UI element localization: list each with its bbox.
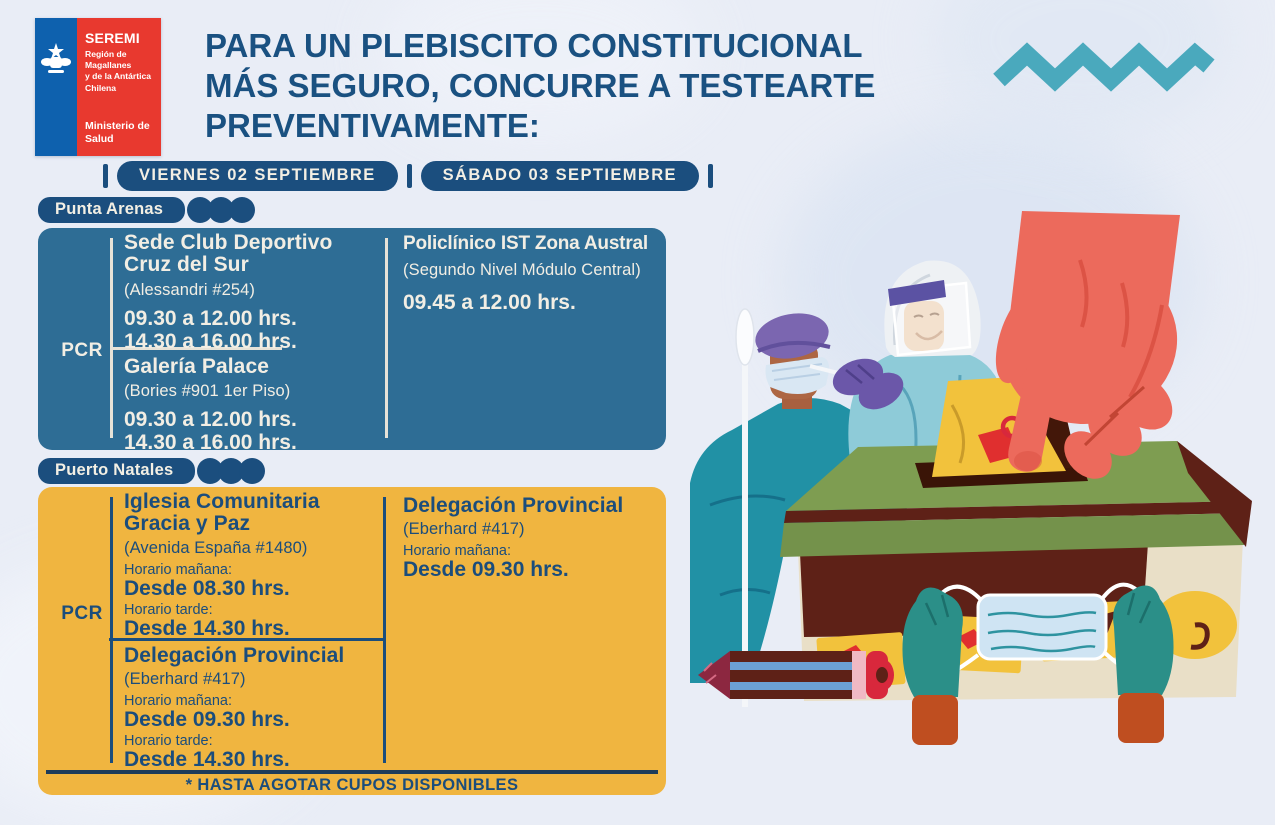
- gloved-hand-left: [902, 587, 963, 745]
- dots-decoration: [197, 458, 266, 484]
- venue-time: Desde 14.30 hrs.: [124, 616, 290, 640]
- test-type-label: PCR: [61, 340, 103, 361]
- venue-block: Delegación Provincial (Eberhard #417) Ho…: [124, 644, 382, 772]
- schedule-label: Horario mañana:: [124, 693, 232, 710]
- chile-coat-of-arms-icon: [41, 43, 71, 73]
- venue-address: (Eberhard #417): [403, 520, 525, 539]
- nasal-swab-icon: [735, 308, 755, 707]
- column-divider: [385, 238, 388, 438]
- column-divider: [383, 497, 386, 763]
- zigzag-ribbon-icon: [993, 42, 1215, 92]
- schedule-label: Horario tarde:: [124, 733, 213, 750]
- city-pill-puerto-natales: Puerto Natales: [38, 458, 196, 484]
- testing-and-voting-illustration: [690, 211, 1252, 745]
- venue-time: Desde 09.30 hrs.: [124, 708, 290, 732]
- date-separator-bar: [103, 164, 108, 188]
- schedule-label: Horario mañana:: [403, 543, 511, 560]
- time-line: 09.30 a 12.00 hrs.: [124, 306, 297, 330]
- venue-time: 09.45 a 12.00 hrs.: [403, 291, 576, 315]
- schedule-label: Horario tarde:: [124, 601, 213, 618]
- venue-name: Iglesia Comunitaria Gracia y Paz: [124, 490, 320, 536]
- venue-address: (Segundo Nivel Módulo Central): [403, 261, 641, 280]
- logo-ministry-line: Ministerio de: [85, 119, 150, 132]
- venue-address: (Eberhard #417): [124, 670, 246, 689]
- time-line: 09.30 a 12.00 hrs.: [124, 408, 297, 432]
- venue-name: Delegación Provincial: [403, 494, 624, 517]
- column-divider: [110, 238, 113, 438]
- date-pill-viernes-02: VIERNES 02 SEPTIEMBRE: [117, 161, 398, 191]
- page-title-line: PARA UN PLEBISCITO CONSTITUCIONAL: [205, 27, 863, 64]
- schedule-label: Horario mañana:: [124, 561, 232, 578]
- logo-ministry-text: Ministerio de Salud: [85, 120, 150, 146]
- venue-time: Desde 08.30 hrs.: [124, 576, 290, 600]
- venue-address: (Bories #901 1er Piso): [124, 382, 291, 401]
- time-line: 14.30 a 16.00 hrs.: [124, 329, 297, 353]
- venue-name: Policlínico IST Zona Austral: [403, 233, 648, 254]
- venue-name: Sede Club Deportivo Cruz del Sur: [124, 231, 333, 277]
- face-shield: [888, 280, 972, 357]
- venue-block: Iglesia Comunitaria Gracia y Paz (Avenid…: [124, 490, 382, 640]
- logo-region-line: y de la Antártica: [85, 71, 152, 82]
- logo-ministry-line: Salud: [85, 132, 114, 145]
- dots-decoration: [187, 197, 256, 223]
- footnote: * HASTA AGOTAR CUPOS DISPONIBLES: [185, 776, 519, 794]
- venue-time: 09.30 a 12.00 hrs. 14.30 a 16.00 hrs.: [124, 408, 382, 454]
- pencil-icon: [698, 651, 894, 699]
- date-separator-bar: [707, 164, 713, 188]
- voting-hand: [995, 211, 1180, 479]
- venue-time: Desde 09.30 hrs.: [403, 558, 569, 582]
- logo-text-block: SEREMI Región de Magallanes y de la Antá…: [77, 18, 161, 156]
- logo-region-line: Chilena: [85, 82, 117, 93]
- city-pill-punta-arenas: Punta Arenas: [38, 197, 186, 223]
- schedule-panel-puerto-natales: PCR Iglesia Comunitaria Gracia y Paz (Av…: [38, 487, 666, 795]
- logo-flag-blue: [35, 18, 77, 156]
- page-title: PARA UN PLEBISCITO CONSTITUCIONAL MÁS SE…: [205, 26, 995, 146]
- index-finger: [1008, 355, 1060, 472]
- venue-name: Delegación Provincial: [124, 644, 345, 667]
- column-divider: [110, 497, 113, 763]
- venue-block: Galería Palace (Bories #901 1er Piso) 09…: [124, 355, 382, 454]
- dot-icon: [239, 458, 266, 484]
- minsal-logo: SEREMI Región de Magallanes y de la Antá…: [35, 18, 161, 156]
- date-pill-sabado-03: SÁBADO 03 SEPTIEMBRE: [420, 161, 699, 191]
- footnote-divider: [46, 770, 658, 774]
- venue-block: Policlínico IST Zona Austral (Segundo Ni…: [403, 233, 665, 315]
- gloved-hands-with-mask: [902, 582, 1174, 745]
- city-header-puerto-natales: Puerto Natales: [38, 458, 266, 484]
- face-mask-icon: [976, 593, 1108, 661]
- page-title-line: PREVENTIVAMENTE:: [205, 106, 540, 144]
- time-line: 14.30 a 16.00 hrs.: [124, 431, 297, 455]
- schedule-panel-punta-arenas: PCR Sede Club Deportivo Cruz del Sur (Al…: [38, 228, 666, 454]
- logo-seremi-label: SEREMI: [85, 30, 140, 46]
- venue-divider: [109, 638, 383, 641]
- logo-region-line: Región de Magallanes: [85, 49, 132, 71]
- venue-address: (Alessandri #254): [124, 280, 256, 299]
- venue-name: Galería Palace: [124, 355, 270, 378]
- venue-time: 09.30 a 12.00 hrs. 14.30 a 16.00 hrs.: [124, 307, 382, 353]
- gloved-hand-right: [1113, 585, 1174, 743]
- city-header-punta-arenas: Punta Arenas: [38, 197, 256, 223]
- venue-divider: [110, 347, 282, 350]
- venue-block: Delegación Provincial (Eberhard #417) Ho…: [403, 494, 665, 582]
- purple-gloves: [832, 358, 904, 410]
- logo-region-text: Región de Magallanes y de la Antártica C…: [85, 49, 157, 94]
- venue-time: Desde 14.30 hrs.: [124, 748, 290, 772]
- page-title-line: MÁS SEGURO, CONCURRE A TESTEARTE: [205, 66, 876, 104]
- hair-cap: [755, 313, 831, 359]
- date-row: VIERNES 02 SEPTIEMBRE SÁBADO 03 SEPTIEMB…: [103, 161, 713, 191]
- dot-icon: [229, 197, 256, 223]
- venue-address: (Avenida España #1480): [124, 538, 308, 557]
- venue-block: Sede Club Deportivo Cruz del Sur (Alessa…: [124, 231, 382, 353]
- test-type-label: PCR: [61, 603, 103, 624]
- date-separator-bar: [406, 164, 412, 188]
